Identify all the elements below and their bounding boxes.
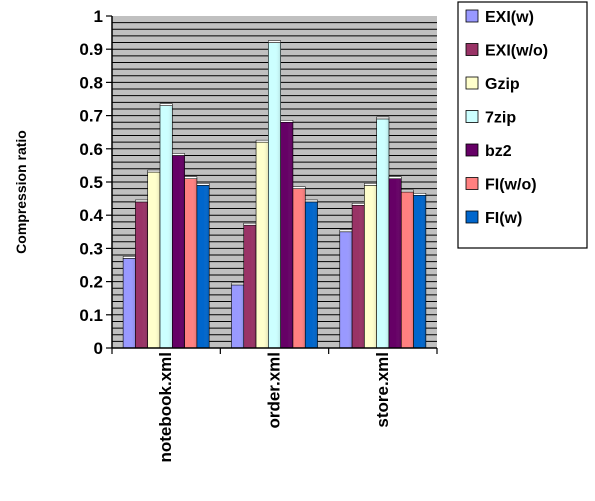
legend-label: FI(w/o): [485, 177, 537, 194]
legend-box: [457, 1, 588, 249]
y-tick-label: 0.5: [79, 173, 103, 192]
y-tick-label: 1: [94, 7, 103, 26]
legend-swatch: [465, 76, 479, 90]
bar-shade: [346, 231, 353, 348]
bar-cap: [413, 193, 427, 196]
y-tick-label: 0.2: [79, 273, 103, 292]
bar-cap: [388, 176, 402, 179]
bar-cap: [339, 229, 353, 233]
bar-cap: [268, 40, 281, 43]
bar-shade: [371, 185, 377, 348]
legend-label: Gzip: [485, 76, 520, 93]
bar-shade: [129, 258, 136, 348]
bar-cap: [364, 183, 377, 186]
legend-swatch: [465, 210, 479, 224]
bar-cap: [135, 199, 148, 203]
bar-cap: [231, 282, 244, 286]
bar-cap: [255, 139, 269, 143]
legend-label: bz2: [485, 143, 512, 160]
y-axis-label: Compression ratio: [13, 130, 29, 254]
legend-label: EXI(w/o): [485, 43, 548, 60]
bars: [122, 40, 427, 349]
y-tick-label: 0.4: [79, 206, 103, 225]
bar-cap: [292, 186, 306, 189]
bar-cap: [243, 222, 257, 226]
legend-swatch: [465, 143, 479, 157]
legend-label: EXI(w): [485, 9, 534, 26]
bar-shade: [262, 142, 269, 348]
bar-cap: [147, 169, 161, 173]
y-tick-label: 0.1: [79, 306, 103, 325]
x-tick-label: notebook.xml: [156, 352, 175, 463]
legend-swatch: [465, 177, 479, 190]
bar-shade: [287, 122, 293, 349]
bar-shade: [299, 188, 306, 348]
y-tick-label: 0.7: [79, 107, 103, 126]
y-tick-label: 0.9: [79, 40, 103, 59]
y-tick-label: 0: [94, 339, 103, 358]
bar-cap: [184, 176, 198, 179]
bar-cap: [196, 183, 210, 186]
bar-shade: [191, 178, 197, 348]
y-tick-label: 0.3: [79, 239, 103, 258]
bar-shade: [312, 201, 318, 348]
bar-shade: [408, 191, 414, 348]
bar-shade: [420, 195, 426, 348]
legend-swatch: [465, 43, 479, 56]
legend-label: FI(w): [485, 210, 522, 227]
bar-cap: [159, 103, 173, 106]
bar-shade: [203, 185, 210, 348]
bar-shade: [358, 205, 365, 348]
bar-shade: [383, 118, 389, 348]
y-tick-label: 0.6: [79, 140, 103, 159]
bar-cap: [376, 116, 390, 120]
legend-label: 7zip: [485, 110, 516, 127]
bar-cap: [280, 119, 294, 123]
bar-shade: [238, 284, 244, 348]
bar-shade: [179, 155, 185, 348]
y-tick-label: 0.8: [79, 73, 103, 92]
bar-shade: [142, 201, 148, 348]
bar-shade: [250, 225, 257, 348]
axes: 0 0.1 0.2 0.3 0.4 0.5 0.6 0.7 0.8 0.9 1 notebook.xm…: [79, 7, 438, 463]
bar-cap: [122, 256, 136, 259]
bar-cap: [172, 153, 185, 156]
legend-swatch: [465, 110, 479, 123]
legend: EXI(w) EXI(w/o) Gzip 7zip bz2 FI(w/o) FI(w): [457, 1, 588, 249]
bar-cap: [305, 199, 318, 203]
bar-shade: [395, 178, 402, 348]
bar-shade: [154, 172, 161, 348]
bar-shade: [275, 42, 281, 349]
bar-cap: [401, 189, 414, 193]
bar-cap: [351, 202, 365, 206]
bar-shade: [166, 105, 173, 348]
legend-swatch: [465, 9, 479, 23]
x-tick-label: order.xml: [265, 352, 284, 429]
x-tick-label: store.xml: [373, 352, 392, 428]
